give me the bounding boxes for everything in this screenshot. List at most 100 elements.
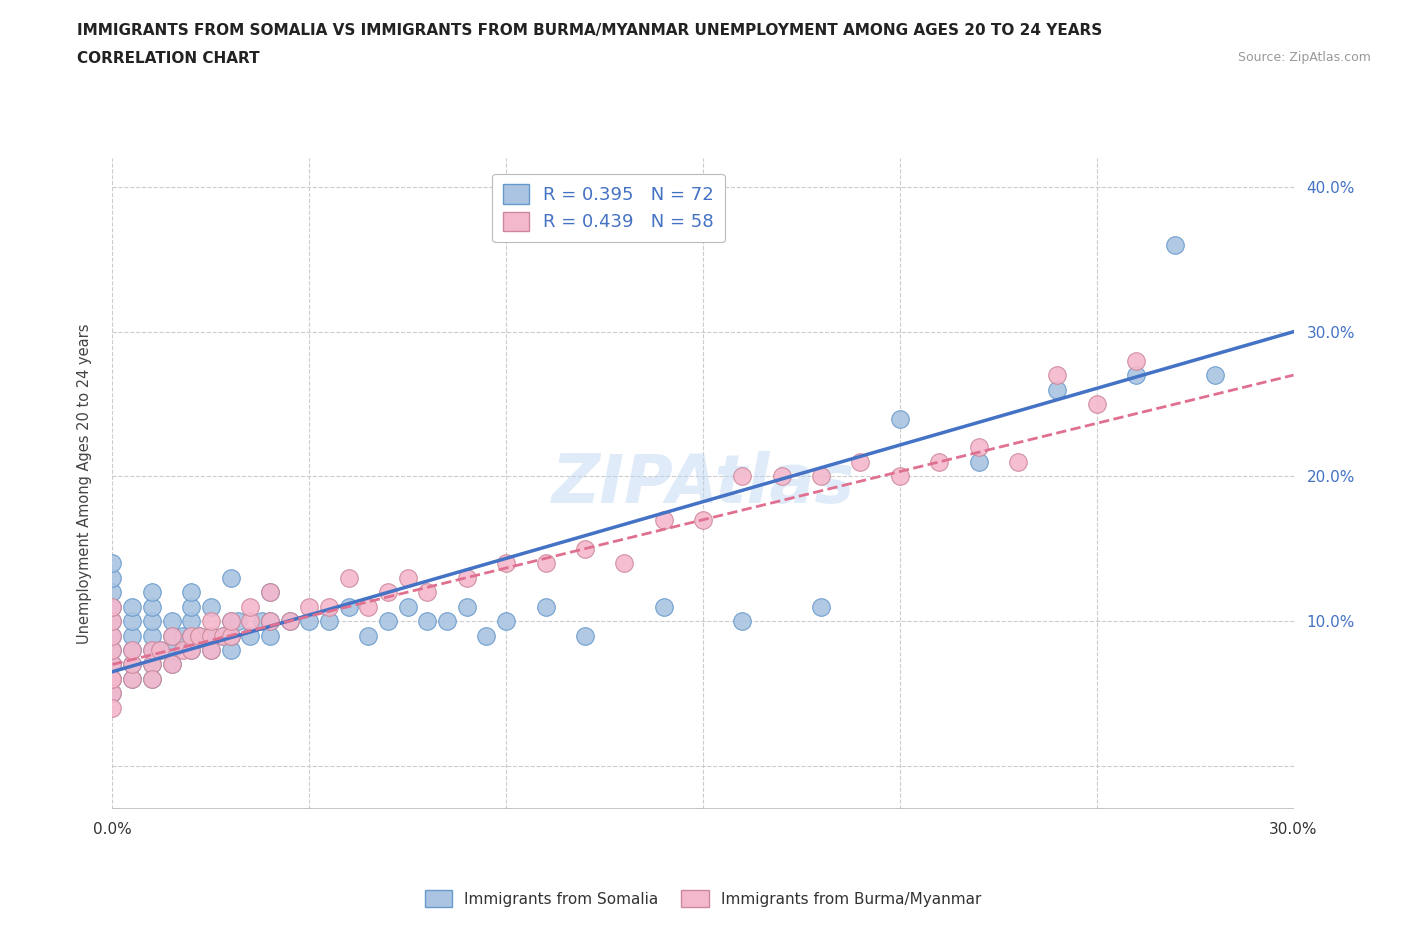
Point bbox=[337, 599, 360, 614]
Legend: R = 0.395   N = 72, R = 0.439   N = 58: R = 0.395 N = 72, R = 0.439 N = 58 bbox=[492, 174, 724, 243]
Point bbox=[101, 643, 124, 658]
Point bbox=[121, 599, 143, 614]
Point bbox=[1125, 353, 1147, 368]
Point bbox=[101, 599, 124, 614]
Point bbox=[101, 599, 124, 614]
Point bbox=[141, 628, 163, 643]
Point bbox=[436, 614, 458, 629]
Text: CORRELATION CHART: CORRELATION CHART bbox=[77, 51, 260, 66]
Point bbox=[121, 671, 143, 686]
Point bbox=[101, 570, 124, 585]
Point bbox=[172, 628, 194, 643]
Point bbox=[101, 671, 124, 686]
Point bbox=[731, 469, 754, 484]
Point bbox=[278, 614, 301, 629]
Point bbox=[259, 614, 281, 629]
Point bbox=[121, 657, 143, 671]
Point bbox=[396, 599, 419, 614]
Point bbox=[141, 643, 163, 658]
Point bbox=[889, 411, 911, 426]
Point bbox=[318, 614, 340, 629]
Point bbox=[259, 585, 281, 600]
Point bbox=[377, 585, 399, 600]
Point bbox=[219, 628, 242, 643]
Point bbox=[967, 440, 990, 455]
Point bbox=[160, 657, 183, 671]
Point bbox=[928, 455, 950, 470]
Point bbox=[337, 570, 360, 585]
Text: ZIPAtlas: ZIPAtlas bbox=[551, 451, 855, 516]
Point bbox=[101, 671, 124, 686]
Point bbox=[889, 469, 911, 484]
Point bbox=[574, 541, 596, 556]
Point bbox=[180, 599, 202, 614]
Point bbox=[228, 614, 250, 629]
Point bbox=[141, 671, 163, 686]
Point bbox=[200, 628, 222, 643]
Point bbox=[141, 657, 163, 671]
Point bbox=[456, 570, 478, 585]
Point bbox=[219, 570, 242, 585]
Point bbox=[239, 628, 262, 643]
Point bbox=[141, 671, 163, 686]
Point bbox=[456, 599, 478, 614]
Point bbox=[188, 628, 211, 643]
Point bbox=[141, 599, 163, 614]
Point bbox=[250, 614, 273, 629]
Point bbox=[101, 614, 124, 629]
Point bbox=[652, 512, 675, 527]
Point bbox=[141, 614, 163, 629]
Legend: Immigrants from Somalia, Immigrants from Burma/Myanmar: Immigrants from Somalia, Immigrants from… bbox=[419, 884, 987, 913]
Point bbox=[149, 643, 172, 658]
Point bbox=[298, 599, 321, 614]
Y-axis label: Unemployment Among Ages 20 to 24 years: Unemployment Among Ages 20 to 24 years bbox=[77, 324, 91, 644]
Point bbox=[1085, 396, 1108, 411]
Point bbox=[239, 614, 262, 629]
Point bbox=[101, 628, 124, 643]
Point bbox=[101, 686, 124, 701]
Point bbox=[1046, 382, 1069, 397]
Point bbox=[574, 628, 596, 643]
Point bbox=[810, 599, 832, 614]
Point bbox=[160, 614, 183, 629]
Point bbox=[141, 585, 163, 600]
Point bbox=[121, 614, 143, 629]
Point bbox=[534, 556, 557, 571]
Point bbox=[200, 628, 222, 643]
Point bbox=[180, 628, 202, 643]
Point bbox=[1125, 367, 1147, 382]
Point bbox=[200, 643, 222, 658]
Point bbox=[613, 556, 636, 571]
Point bbox=[377, 614, 399, 629]
Point bbox=[211, 628, 233, 643]
Point bbox=[298, 614, 321, 629]
Point bbox=[396, 570, 419, 585]
Point bbox=[141, 657, 163, 671]
Point bbox=[200, 599, 222, 614]
Point bbox=[219, 643, 242, 658]
Point bbox=[259, 614, 281, 629]
Point bbox=[149, 643, 172, 658]
Point bbox=[495, 614, 517, 629]
Point bbox=[652, 599, 675, 614]
Point bbox=[121, 671, 143, 686]
Point bbox=[172, 643, 194, 658]
Point bbox=[160, 628, 183, 643]
Point bbox=[121, 643, 143, 658]
Point bbox=[101, 643, 124, 658]
Point bbox=[416, 614, 439, 629]
Point bbox=[160, 643, 183, 658]
Point bbox=[101, 671, 124, 686]
Text: IMMIGRANTS FROM SOMALIA VS IMMIGRANTS FROM BURMA/MYANMAR UNEMPLOYMENT AMONG AGES: IMMIGRANTS FROM SOMALIA VS IMMIGRANTS FR… bbox=[77, 23, 1102, 38]
Point bbox=[219, 614, 242, 629]
Point bbox=[770, 469, 793, 484]
Point bbox=[101, 556, 124, 571]
Point bbox=[239, 599, 262, 614]
Point bbox=[219, 628, 242, 643]
Point bbox=[259, 628, 281, 643]
Point bbox=[160, 657, 183, 671]
Point bbox=[416, 585, 439, 600]
Point bbox=[1164, 237, 1187, 252]
Point bbox=[534, 599, 557, 614]
Point bbox=[1046, 367, 1069, 382]
